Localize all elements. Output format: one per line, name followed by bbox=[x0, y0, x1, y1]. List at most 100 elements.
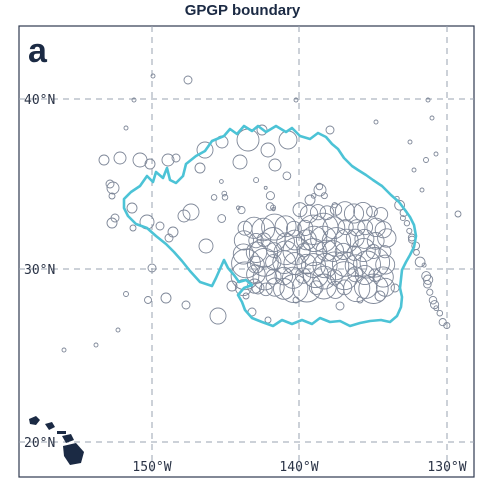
sample-circle bbox=[443, 321, 451, 330]
sample-circle bbox=[358, 273, 389, 304]
sample-circle bbox=[129, 224, 137, 232]
sample-circle bbox=[260, 142, 276, 158]
sample-circle bbox=[237, 206, 246, 215]
sample-circle bbox=[308, 280, 324, 295]
sample-circle bbox=[300, 225, 328, 253]
sample-circle bbox=[433, 151, 439, 157]
sample-circle bbox=[113, 151, 127, 165]
sample-circle bbox=[354, 228, 375, 249]
sample-circle bbox=[161, 153, 175, 167]
sample-circle bbox=[219, 179, 224, 184]
sample-circle bbox=[251, 281, 265, 295]
sample-circle bbox=[259, 282, 273, 297]
sample-circle bbox=[183, 75, 193, 85]
sample-circle bbox=[221, 194, 229, 201]
sample-circle bbox=[309, 204, 327, 221]
sample-circle bbox=[263, 185, 268, 190]
sample-circle bbox=[292, 296, 300, 304]
sample-circle bbox=[365, 244, 381, 260]
sample-circle bbox=[61, 347, 67, 353]
sample-circle bbox=[261, 213, 289, 241]
lon-label-150w: 150°W bbox=[132, 460, 171, 475]
sample-circle bbox=[301, 253, 326, 279]
sample-circle bbox=[295, 229, 317, 251]
sample-circle bbox=[209, 307, 227, 325]
sample-circle bbox=[126, 202, 138, 214]
sample-circle bbox=[304, 194, 316, 206]
sample-circle bbox=[429, 115, 435, 121]
sample-circle bbox=[315, 239, 338, 262]
sample-circle bbox=[356, 296, 364, 304]
sample-circle bbox=[272, 250, 297, 274]
sample-circle bbox=[312, 265, 337, 290]
lat-label-30n: 30°N bbox=[24, 263, 55, 278]
sample-circle bbox=[270, 204, 277, 211]
sample-circle bbox=[310, 273, 337, 300]
sample-circle bbox=[242, 216, 266, 239]
sample-circle bbox=[253, 177, 260, 184]
sample-circle bbox=[256, 232, 272, 248]
sample-circle bbox=[335, 301, 345, 311]
gpgp-boundary bbox=[122, 124, 418, 328]
sample-circle bbox=[423, 157, 429, 163]
sample-circle bbox=[106, 217, 118, 229]
sample-circle bbox=[334, 242, 352, 260]
sample-circle bbox=[378, 245, 392, 259]
sample-circle bbox=[147, 263, 157, 273]
sample-circle bbox=[406, 227, 413, 234]
sample-circle bbox=[331, 251, 358, 277]
sample-circle bbox=[196, 141, 214, 159]
sample-circle bbox=[210, 194, 218, 201]
sample-circle bbox=[320, 192, 328, 200]
sample-circle bbox=[322, 216, 346, 240]
lon-label-130w: 130°W bbox=[427, 460, 466, 475]
sample-circle bbox=[226, 280, 238, 292]
sample-circle bbox=[115, 327, 121, 333]
sample-circle bbox=[343, 274, 371, 303]
sample-circle bbox=[403, 220, 411, 227]
sample-circle bbox=[343, 203, 365, 224]
sample-circle bbox=[373, 119, 379, 125]
sample-circle bbox=[144, 158, 156, 170]
sample-circle bbox=[242, 292, 250, 300]
sample-circle bbox=[144, 296, 152, 304]
sample-circle bbox=[353, 201, 373, 222]
sample-circle bbox=[319, 205, 335, 221]
sample-circle bbox=[282, 171, 292, 181]
sample-circle bbox=[325, 125, 335, 135]
sample-circle bbox=[291, 272, 322, 303]
island-maui bbox=[62, 434, 74, 443]
sample-circle bbox=[194, 162, 206, 174]
sample-circle bbox=[436, 309, 444, 317]
sample-circle bbox=[248, 232, 264, 249]
sample-circle bbox=[123, 125, 129, 131]
sample-circle bbox=[411, 167, 417, 173]
sample-circle bbox=[150, 73, 156, 79]
sample-circle bbox=[419, 187, 425, 193]
island-kauai bbox=[29, 416, 40, 425]
sample-circle bbox=[268, 158, 282, 172]
sample-circle bbox=[160, 292, 172, 304]
sample-circle bbox=[155, 221, 165, 231]
lon-label-140w: 140°W bbox=[279, 460, 318, 475]
sample-circle bbox=[377, 228, 397, 248]
sample-circle bbox=[106, 181, 120, 195]
sample-circle bbox=[394, 199, 405, 211]
island-hawaii bbox=[63, 443, 84, 465]
sample-circle bbox=[413, 249, 420, 256]
sample-circle bbox=[337, 219, 354, 236]
sample-circle bbox=[105, 179, 115, 189]
sample-circle bbox=[265, 268, 282, 285]
island-oahu bbox=[45, 422, 55, 430]
sample-circle bbox=[233, 230, 254, 251]
sample-circle bbox=[98, 154, 110, 166]
sample-circle bbox=[366, 205, 378, 218]
map-title: GPGP boundary bbox=[184, 2, 301, 19]
sample-circle bbox=[181, 300, 191, 310]
sample-circle bbox=[293, 97, 299, 103]
sample-circle bbox=[217, 214, 227, 223]
sample-circle bbox=[164, 233, 174, 243]
sample-circle bbox=[312, 253, 338, 279]
sample-circle bbox=[131, 97, 137, 103]
